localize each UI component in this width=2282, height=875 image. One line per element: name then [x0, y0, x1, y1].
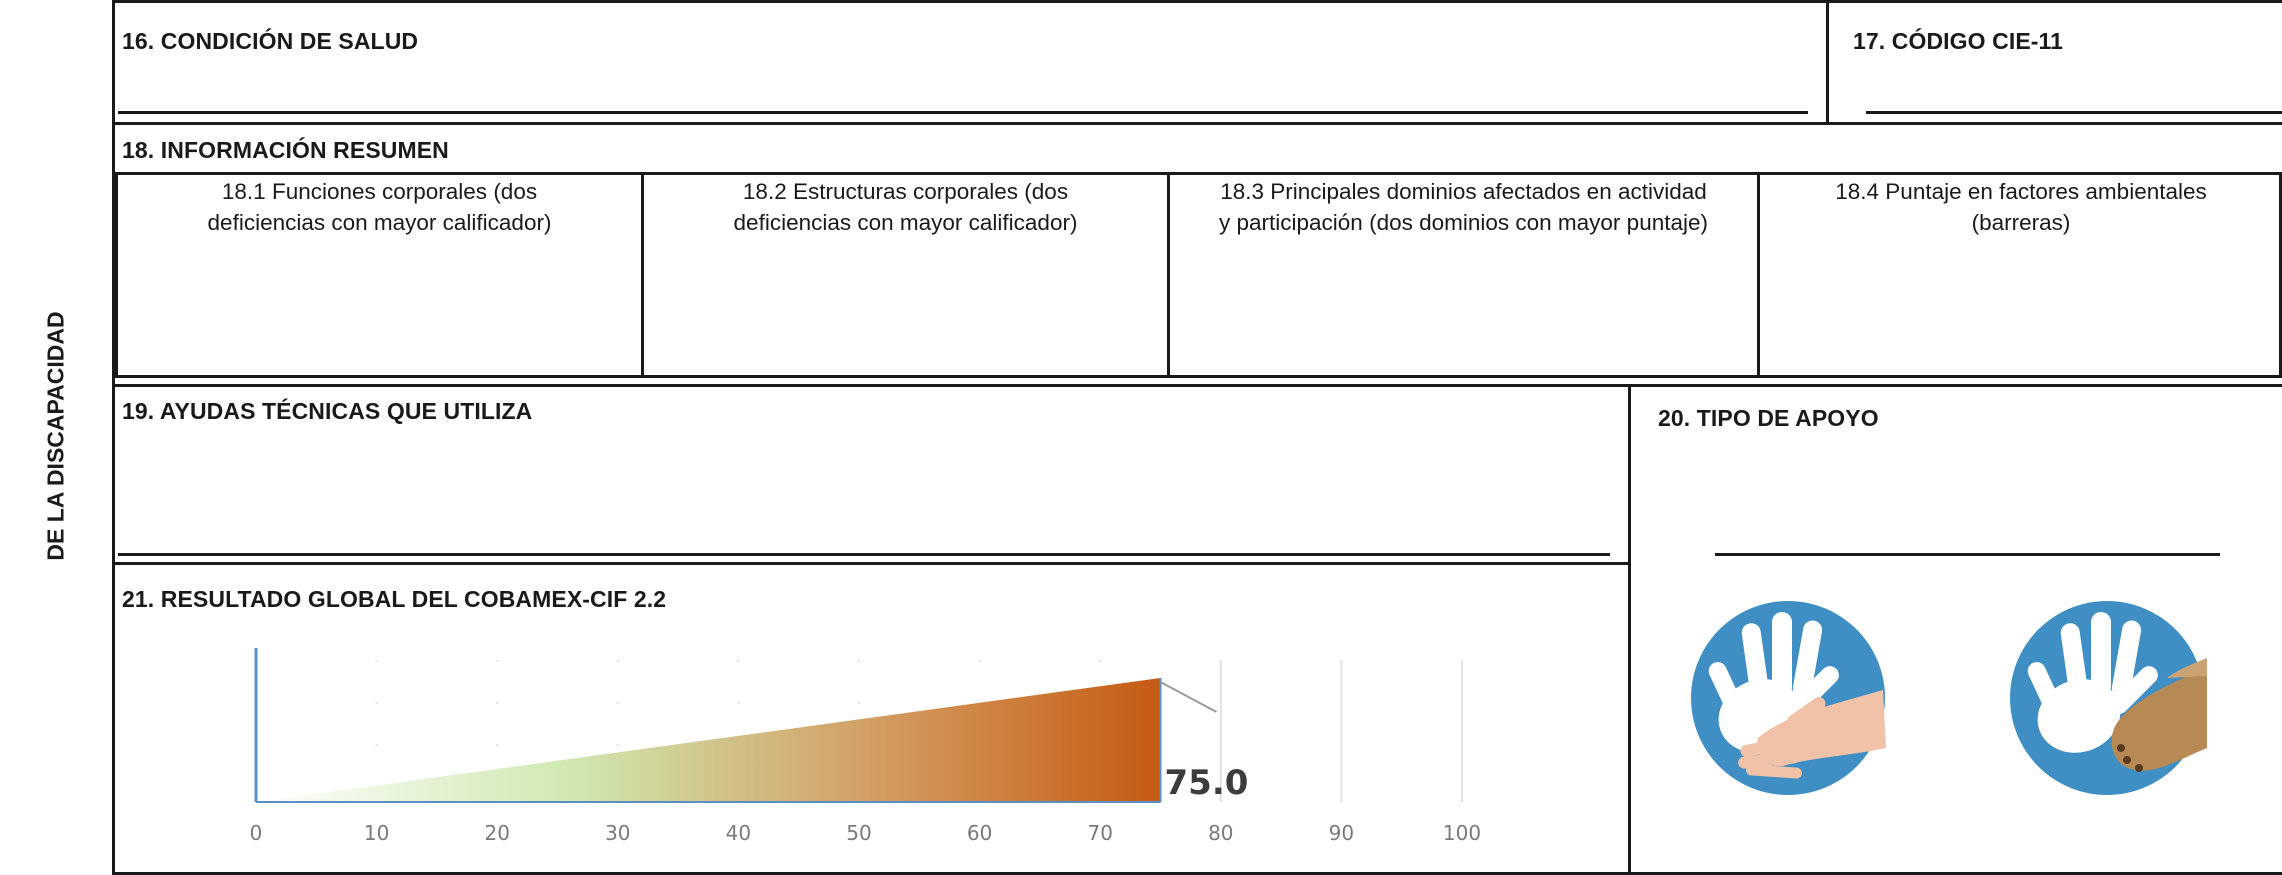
section-20-answer-line[interactable] — [1715, 553, 2220, 556]
divider-16-17 — [1826, 0, 1829, 122]
summary-cell-18-1[interactable]: 18.1 Funciones corporales (dos deficienc… — [118, 176, 641, 238]
side-column: DE LA DISCAPACIDAD — [0, 0, 112, 872]
summary-col-divider-2 — [1167, 172, 1170, 378]
human-hand-support-icon[interactable] — [1688, 598, 1888, 798]
section-17-title: 17. CÓDIGO CIE-11 — [1853, 28, 2064, 54]
section-16-answer-line[interactable] — [118, 111, 1808, 114]
section-17-answer-line[interactable] — [1866, 111, 2282, 114]
summary-cell-18-3[interactable]: 18.3 Principales dominios afectados en a… — [1170, 176, 1757, 238]
cell-18-2-line1: 18.2 Estructuras corporales (dos — [742, 179, 1069, 204]
divider-19-21 — [112, 562, 1628, 565]
cell-18-1-line1: 18.1 Funciones corporales (dos — [221, 179, 538, 204]
section-21-title: 21. RESULTADO GLOBAL DEL COBAMEX-CIF 2.2 — [122, 586, 667, 612]
summary-table — [115, 172, 2282, 378]
cell-18-2-line2: deficiencias con mayor calificador) — [733, 210, 1078, 235]
section-19-answer-line[interactable] — [118, 553, 1610, 556]
animal-paw-support-icon[interactable] — [2007, 598, 2207, 798]
section-19-title: 19. AYUDAS TÉCNICAS QUE UTILIZA — [122, 398, 533, 424]
value-leader-line — [1160, 681, 1217, 713]
summary-cell-18-4[interactable]: 18.4 Puntaje en factores ambientales (ba… — [1760, 176, 2282, 238]
side-label: DE LA DISCAPACIDAD — [42, 311, 69, 561]
summary-col-divider-3 — [1757, 172, 1760, 378]
x-tick-label: 100 — [1443, 821, 1481, 845]
section-16-title: 16. CONDICIÓN DE SALUD — [122, 28, 419, 54]
summary-cell-18-2[interactable]: 18.2 Estructuras corporales (dos deficie… — [644, 176, 1167, 238]
x-tick-label: 10 — [364, 821, 389, 845]
x-tick-label: 30 — [605, 821, 630, 845]
x-tick-label: 40 — [726, 821, 751, 845]
cell-18-3-line1: 18.3 Principales dominios afectados en a… — [1220, 179, 1707, 204]
value-label: 75.0 — [1165, 763, 1249, 803]
x-tick-label: 0 — [250, 821, 263, 845]
result-bar — [256, 678, 1161, 802]
cell-18-4-line1: 18.4 Puntaje en factores ambientales — [1835, 179, 2207, 204]
divider-19-20 — [1628, 384, 1631, 872]
summary-col-divider-1 — [641, 172, 644, 378]
cell-18-3-line2: y participación (dos dominios con mayor … — [1219, 210, 1708, 235]
global-result-chart: 0 10 20 30 40 50 60 70 80 90 100 75.0 — [250, 648, 1481, 845]
x-tick-label: 60 — [967, 821, 992, 845]
divider-row-1 — [112, 122, 2282, 125]
section-18-title: 18. INFORMACIÓN RESUMEN — [122, 137, 449, 163]
section-20-title: 20. TIPO DE APOYO — [1658, 405, 1879, 431]
x-tick-label: 70 — [1087, 821, 1112, 845]
x-tick-label: 90 — [1329, 821, 1354, 845]
x-tick-label: 20 — [484, 821, 509, 845]
x-tick-label: 50 — [846, 821, 871, 845]
x-tick-label: 80 — [1208, 821, 1233, 845]
cell-18-4-line2: (barreras) — [1971, 210, 2071, 235]
cell-18-1-line2: deficiencias con mayor calificador) — [207, 210, 552, 235]
divider-row-2 — [112, 384, 2282, 387]
